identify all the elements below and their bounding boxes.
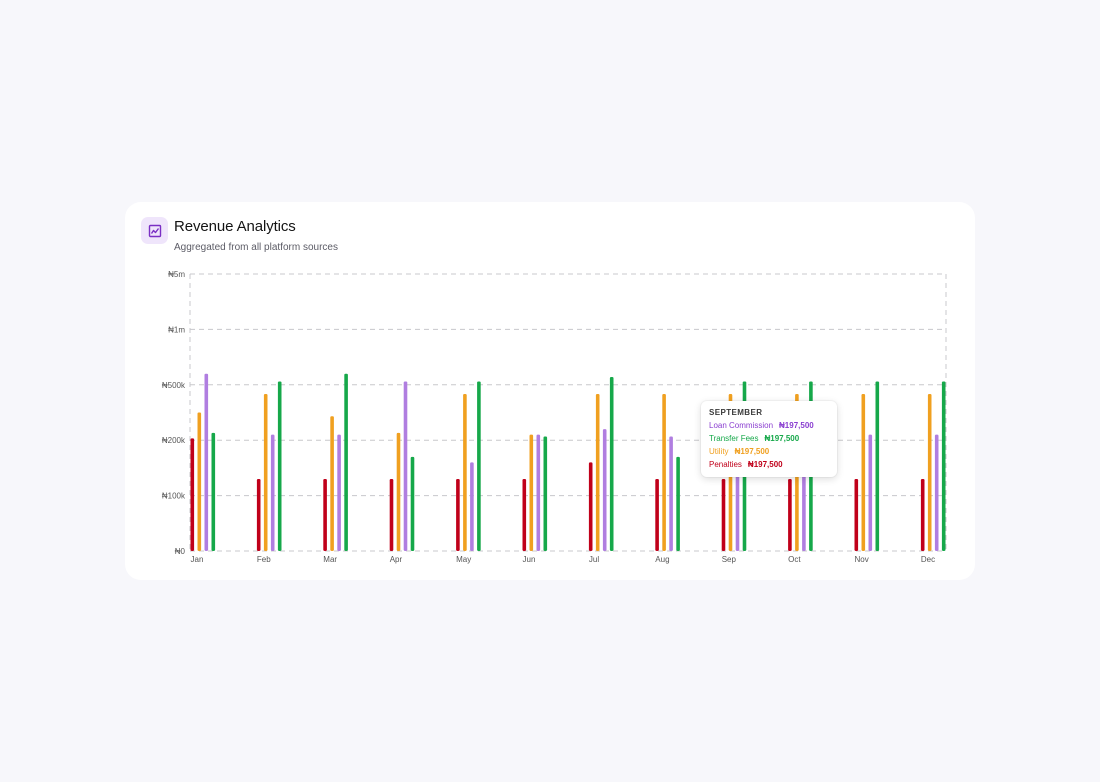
bar-loan-commission xyxy=(270,434,275,551)
x-tick-label: Nov xyxy=(855,555,869,564)
chart-icon xyxy=(141,217,168,244)
tooltip-value: ₦197,500 xyxy=(747,460,783,469)
bar-loan-commission xyxy=(669,436,673,551)
x-tick-label: Jan xyxy=(191,555,204,564)
tooltip-value: ₦197,500 xyxy=(779,421,814,430)
bar-transfer-fees xyxy=(941,381,946,551)
x-tick-label: May xyxy=(456,555,471,564)
tooltip-row-transfer-fees: Transfer Fees ₦197,500 xyxy=(709,434,829,447)
bar-utility xyxy=(263,394,268,551)
y-tick-label: ₦100k xyxy=(162,492,186,501)
bar-transfer-fees xyxy=(211,432,216,551)
bar-penalties xyxy=(456,478,460,551)
card-subtitle: Aggregated from all platform sources xyxy=(174,242,338,253)
tooltip-label: Transfer Fees xyxy=(709,434,759,443)
bar-penalties xyxy=(522,478,527,551)
bar-transfer-fees xyxy=(477,381,481,551)
tooltip-value: ₦197,500 xyxy=(734,447,770,456)
y-tick-label: ₦500k xyxy=(162,381,186,390)
x-tick-label: Dec xyxy=(921,555,935,564)
revenue-bar-chart: ₦0 ₦100k ₦200k ₦500k ₦1m ₦5m Jan Feb Mar Apr May Ju… xyxy=(162,270,947,564)
bar-utility xyxy=(529,434,534,551)
x-tick-label: Sep xyxy=(722,555,737,564)
bar-penalties xyxy=(588,462,593,551)
x-tick-label: Jul xyxy=(589,555,599,564)
tooltip-label: Loan Commission xyxy=(709,421,774,430)
bar-penalties xyxy=(389,478,394,551)
bar-utility xyxy=(927,394,932,551)
bar-penalties xyxy=(655,478,659,551)
bar-transfer-fees xyxy=(875,381,880,551)
tooltip-label: Utility xyxy=(709,447,729,456)
tooltip-row-utility: Utility ₦197,500 xyxy=(709,447,829,460)
tooltip-value: ₦197,500 xyxy=(764,434,800,443)
bar-transfer-fees xyxy=(543,436,548,551)
bar-transfer-fees xyxy=(277,381,282,551)
bar-utility xyxy=(463,394,467,551)
bar-utility xyxy=(861,394,866,551)
bar-loan-commission xyxy=(868,434,873,551)
x-tick-label: Aug xyxy=(655,555,669,564)
card-title: Revenue Analytics xyxy=(174,218,296,235)
bar-transfer-fees xyxy=(676,456,680,551)
bar-penalties xyxy=(256,478,261,551)
bar-transfer-fees xyxy=(344,373,348,551)
bar-utility xyxy=(662,394,666,551)
bar-penalties xyxy=(190,438,195,551)
x-tick-label: Oct xyxy=(788,555,801,564)
bar-penalties xyxy=(721,478,726,551)
bar-loan-commission xyxy=(470,462,474,551)
y-tick-label: ₦1m xyxy=(168,325,185,334)
x-tick-label: Mar xyxy=(323,555,337,564)
revenue-analytics-card: Revenue Analytics Aggregated from all pl… xyxy=(125,202,975,580)
bar-penalties xyxy=(323,478,327,551)
bar-loan-commission xyxy=(204,373,209,551)
bar-utility xyxy=(197,412,202,551)
bar-transfer-fees xyxy=(410,456,415,551)
tooltip-row-loan-commission: Loan Commission ₦197,500 xyxy=(709,421,829,434)
x-tick-label: Apr xyxy=(390,555,403,564)
bar-utility xyxy=(330,416,334,551)
y-tick-label: ₦0 xyxy=(175,547,186,556)
y-tick-label: ₦5m xyxy=(168,270,185,279)
bar-utility xyxy=(396,432,401,551)
tooltip-label: Penalties xyxy=(709,460,742,469)
x-tick-label: Jun xyxy=(523,555,536,564)
chart-tooltip: SEPTEMBER Loan Commission ₦197,500 Transf… xyxy=(701,401,837,477)
bar-transfer-fees xyxy=(609,377,614,551)
bar-loan-commission xyxy=(403,381,408,551)
bar-loan-commission xyxy=(934,434,939,551)
y-tick-label: ₦200k xyxy=(162,436,186,445)
bar-loan-commission xyxy=(602,429,607,551)
bar-loan-commission xyxy=(337,434,341,551)
bar-penalties xyxy=(920,478,925,551)
bar-penalties xyxy=(788,478,792,551)
tooltip-row-penalties: Penalties ₦197,500 xyxy=(709,460,829,473)
bar-loan-commission xyxy=(536,434,541,551)
bar-penalties xyxy=(854,478,859,551)
bar-utility xyxy=(595,394,600,551)
x-tick-label: Feb xyxy=(257,555,271,564)
tooltip-title: SEPTEMBER xyxy=(709,408,763,417)
